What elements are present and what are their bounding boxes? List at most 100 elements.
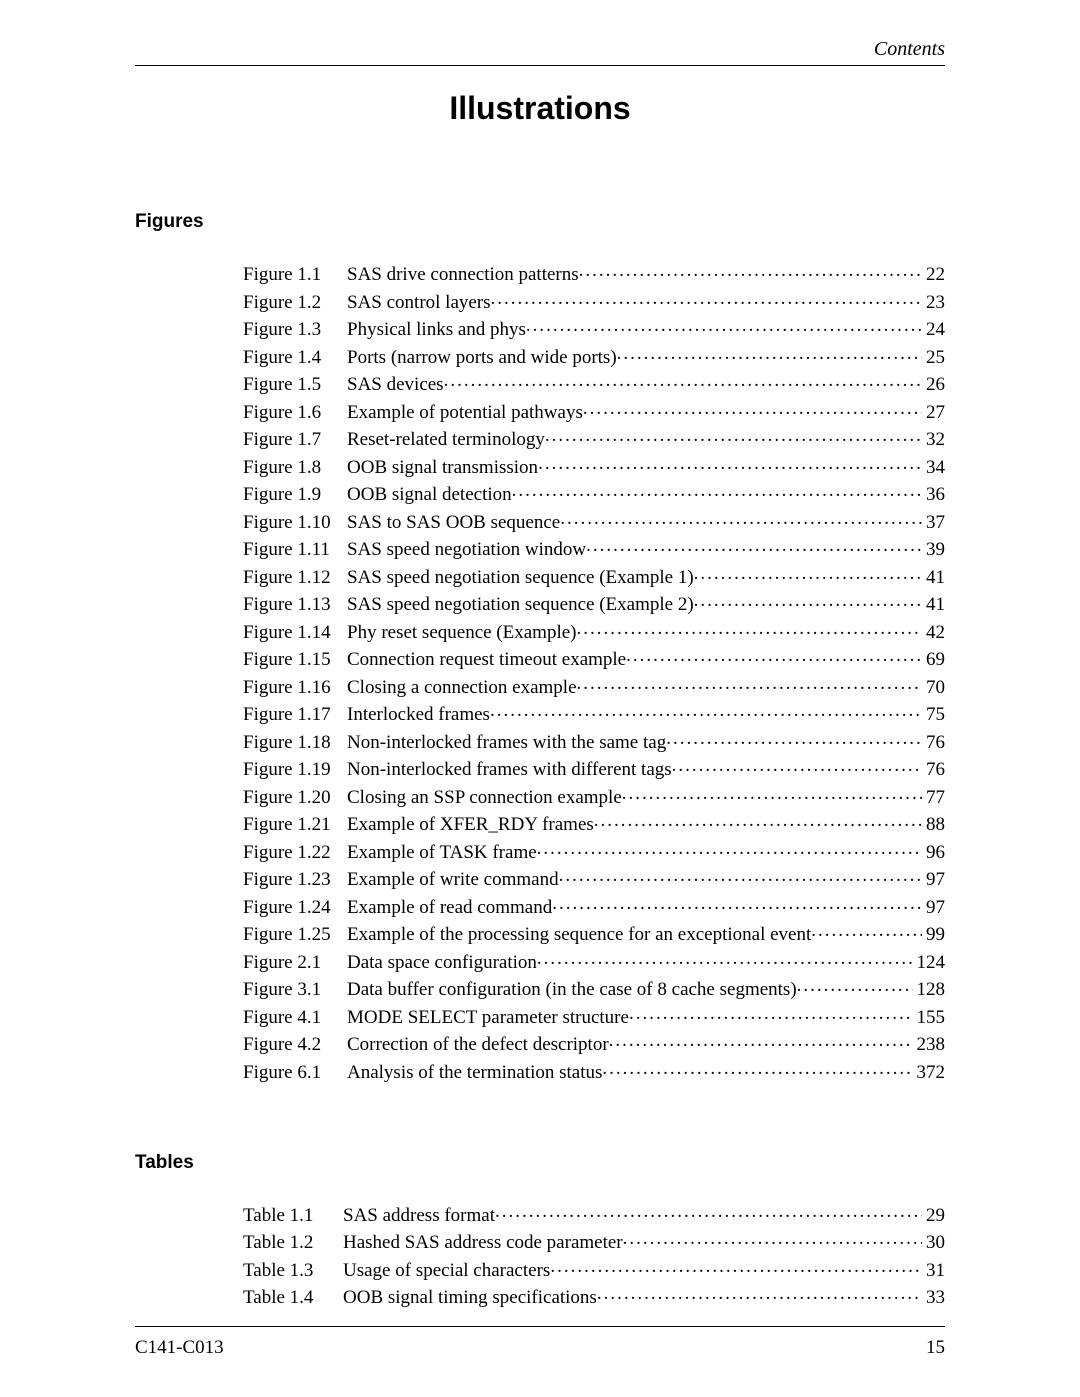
toc-page: 29 [922, 1206, 945, 1225]
toc-page: 32 [922, 430, 945, 449]
toc-title: Non-interlocked frames with different ta… [347, 760, 672, 779]
toc-row: Figure 1.13SAS speed negotiation sequenc… [243, 591, 945, 614]
toc-leader-dots [811, 921, 922, 940]
figures-heading: Figures [135, 211, 945, 233]
toc-page: 75 [922, 705, 945, 724]
toc-leader-dots [552, 894, 922, 913]
toc-label: Table 1.4 [243, 1288, 343, 1307]
toc-title: SAS speed negotiation sequence (Example … [347, 568, 694, 587]
page-title: Illustrations [135, 90, 945, 127]
toc-page: 33 [922, 1288, 945, 1307]
toc-page: 76 [922, 733, 945, 752]
toc-page: 25 [922, 348, 945, 367]
footer-doc-id: C141-C013 [135, 1337, 224, 1359]
toc-page: 97 [922, 898, 945, 917]
toc-label: Figure 1.6 [243, 403, 347, 422]
toc-label: Figure 1.11 [243, 540, 347, 559]
toc-row: Figure 1.3Physical links and phys24 [243, 316, 945, 339]
toc-title: Ports (narrow ports and wide ports) [347, 348, 617, 367]
toc-label: Figure 1.22 [243, 843, 347, 862]
toc-label: Figure 1.7 [243, 430, 347, 449]
toc-row: Figure 4.1MODE SELECT parameter structur… [243, 1004, 945, 1027]
toc-page: 24 [922, 320, 945, 339]
toc-page: 34 [922, 458, 945, 477]
toc-row: Figure 1.21Example of XFER_RDY frames88 [243, 811, 945, 834]
tables-heading: Tables [135, 1152, 945, 1174]
toc-page: 27 [922, 403, 945, 422]
toc-leader-dots [538, 454, 922, 473]
toc-title: Reset-related terminology [347, 430, 545, 449]
toc-page: 96 [922, 843, 945, 862]
toc-leader-dots [694, 564, 922, 583]
toc-row: Table 1.3Usage of special characters31 [243, 1257, 945, 1280]
toc-label: Figure 1.12 [243, 568, 347, 587]
toc-page: 39 [922, 540, 945, 559]
toc-label: Figure 1.13 [243, 595, 347, 614]
toc-row: Figure 1.6Example of potential pathways2… [243, 399, 945, 422]
toc-title: Data buffer configuration (in the case o… [347, 980, 797, 999]
toc-leader-dots [694, 591, 922, 610]
toc-page: 36 [922, 485, 945, 504]
toc-page: 30 [922, 1233, 945, 1252]
toc-row: Figure 1.9OOB signal detection36 [243, 481, 945, 504]
toc-leader-dots [490, 701, 922, 720]
header-section-label: Contents [874, 38, 945, 60]
toc-label: Figure 6.1 [243, 1063, 347, 1082]
toc-title: Closing a connection example [347, 678, 577, 697]
toc-page: 155 [913, 1008, 946, 1027]
toc-leader-dots [577, 619, 923, 638]
toc-title: Example of read command [347, 898, 552, 917]
figures-list: Figure 1.1SAS drive connection patterns2… [243, 261, 945, 1082]
toc-label: Figure 1.24 [243, 898, 347, 917]
toc-page: 97 [922, 870, 945, 889]
toc-leader-dots [579, 261, 922, 280]
toc-row: Figure 1.12SAS speed negotiation sequenc… [243, 564, 945, 587]
toc-leader-dots [622, 784, 922, 803]
toc-row: Figure 1.23Example of write command97 [243, 866, 945, 889]
toc-leader-dots [594, 811, 922, 830]
toc-page: 372 [913, 1063, 946, 1082]
toc-row: Figure 1.10SAS to SAS OOB sequence37 [243, 509, 945, 532]
toc-page: 88 [922, 815, 945, 834]
toc-leader-dots [512, 481, 922, 500]
toc-title: OOB signal transmission [347, 458, 538, 477]
toc-row: Figure 1.7Reset-related terminology 32 [243, 426, 945, 449]
toc-leader-dots [545, 426, 922, 445]
footer-page-number: 15 [926, 1337, 945, 1359]
toc-title: SAS speed negotiation sequence (Example … [347, 595, 694, 614]
toc-leader-dots [617, 344, 922, 363]
toc-row: Figure 1.22Example of TASK frame96 [243, 839, 945, 862]
toc-leader-dots [491, 289, 922, 308]
toc-title: SAS drive connection patterns [347, 265, 579, 284]
toc-page: 238 [913, 1035, 946, 1054]
toc-row: Table 1.4OOB signal timing specification… [243, 1284, 945, 1307]
toc-title: SAS devices [347, 375, 444, 394]
toc-page: 41 [922, 595, 945, 614]
toc-title: SAS address format [343, 1206, 495, 1225]
toc-label: Figure 4.1 [243, 1008, 347, 1027]
toc-label: Table 1.3 [243, 1261, 343, 1280]
toc-title: Connection request timeout example [347, 650, 626, 669]
toc-page: 42 [922, 623, 945, 642]
toc-row: Table 1.1SAS address format29 [243, 1202, 945, 1225]
toc-leader-dots [559, 866, 922, 885]
toc-title: Closing an SSP connection example [347, 788, 622, 807]
toc-row: Figure 1.19Non-interlocked frames with d… [243, 756, 945, 779]
toc-label: Figure 4.2 [243, 1035, 347, 1054]
toc-row: Figure 1.4Ports (narrow ports and wide p… [243, 344, 945, 367]
toc-title: Interlocked frames [347, 705, 490, 724]
toc-page: 31 [922, 1261, 945, 1280]
toc-label: Table 1.2 [243, 1233, 343, 1252]
toc-leader-dots [672, 756, 922, 775]
toc-label: Figure 1.5 [243, 375, 347, 394]
toc-row: Figure 1.25Example of the processing seq… [243, 921, 945, 944]
toc-title: Physical links and phys [347, 320, 526, 339]
toc-label: Figure 1.4 [243, 348, 347, 367]
toc-row: Figure 1.2SAS control layers23 [243, 289, 945, 312]
toc-row: Figure 1.8OOB signal transmission34 [243, 454, 945, 477]
toc-title: Analysis of the termination status [347, 1063, 602, 1082]
toc-title: Example of the processing sequence for a… [347, 925, 811, 944]
toc-label: Figure 1.23 [243, 870, 347, 889]
toc-page: 22 [922, 265, 945, 284]
toc-label: Figure 1.18 [243, 733, 347, 752]
